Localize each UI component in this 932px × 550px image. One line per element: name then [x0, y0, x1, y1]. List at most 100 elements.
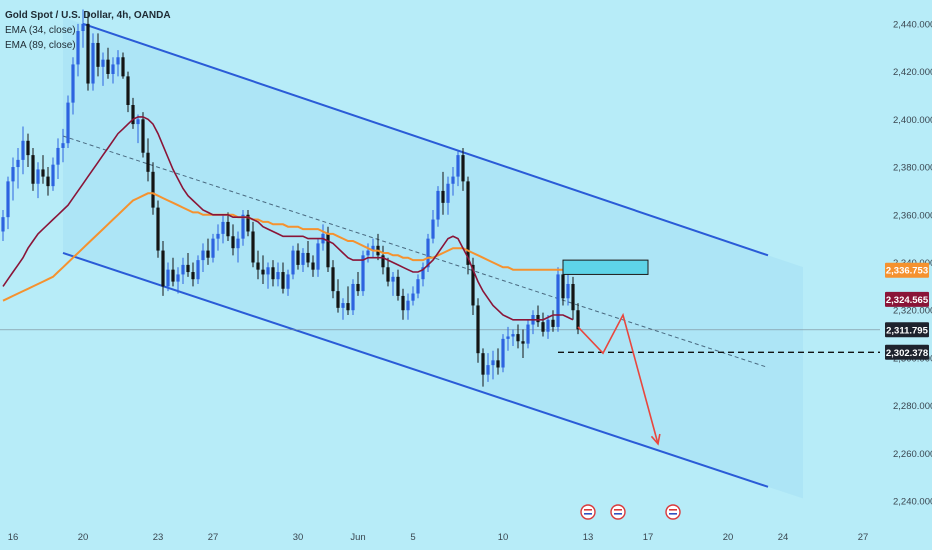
price-label-text: 2,324.565: [886, 295, 929, 306]
price-label-text: 2,336.753: [886, 266, 928, 277]
candle-body: [551, 319, 555, 327]
candle-body: [356, 283, 360, 292]
candle-body: [476, 305, 480, 354]
candle-body: [206, 250, 210, 258]
chart-title[interactable]: Gold Spot / U.S. Dollar, 4h, OANDA: [5, 10, 171, 21]
candle-body: [61, 143, 65, 148]
candle-body: [281, 272, 285, 289]
candle-body: [171, 269, 175, 282]
candle-body: [441, 190, 445, 203]
price-label-box: [885, 262, 929, 278]
candle-body: [226, 221, 230, 237]
candle-body: [51, 164, 55, 187]
event-marker-stripe: [584, 509, 592, 511]
candle-body: [26, 140, 30, 156]
ema-89-line: [2, 192, 573, 302]
candle-body: [266, 267, 270, 275]
candle-body: [406, 300, 410, 311]
candle-body: [71, 64, 75, 103]
candle-body: [116, 57, 120, 65]
candle-body: [526, 324, 530, 344]
candle-body: [246, 214, 250, 232]
candle-body: [111, 64, 115, 74]
event-marker-icon: [665, 504, 681, 520]
candle-body: [416, 279, 420, 294]
x-tick-label: 5: [410, 532, 415, 543]
candle-body: [471, 264, 475, 306]
candle-body: [1, 217, 5, 232]
ema-89-legend[interactable]: EMA (89, close): [5, 40, 76, 51]
channel-lower-line: [62, 252, 769, 488]
candle-body: [516, 334, 520, 342]
projection-path: [577, 312, 659, 445]
candle-body: [106, 59, 110, 74]
candle-body: [121, 57, 125, 77]
candle-body: [31, 155, 35, 184]
candle-body: [396, 276, 400, 296]
x-tick-label: 20: [723, 532, 734, 543]
candle-body: [361, 255, 365, 292]
candle-body: [436, 190, 440, 220]
candle-body: [391, 276, 395, 282]
candle-body: [91, 42, 95, 84]
candle-body: [216, 233, 220, 239]
candle-body: [256, 262, 260, 270]
candle-body: [546, 319, 550, 332]
candle-body: [381, 255, 385, 268]
candle-body: [351, 283, 355, 311]
candle-body: [466, 181, 470, 265]
candle-body: [41, 169, 45, 177]
candles-layer: [1, 9, 580, 387]
candle-body: [201, 250, 205, 261]
candle-body: [141, 119, 145, 153]
price-label-text: 2,302.378: [886, 348, 928, 359]
candle-body: [401, 295, 405, 311]
event-marker-stripe: [614, 513, 622, 515]
candle-body: [386, 267, 390, 282]
x-tick-label: 20: [78, 532, 89, 543]
candle-body: [411, 293, 415, 301]
candle-body: [431, 219, 435, 239]
candle-body: [231, 236, 235, 249]
candle-body: [276, 272, 280, 280]
event-marker-icon: [610, 504, 626, 520]
candle-body: [46, 176, 50, 187]
candle-body: [131, 105, 135, 125]
candle-body: [421, 267, 425, 280]
candle-body: [286, 274, 290, 289]
candle-body: [511, 334, 515, 337]
price-label-box: [885, 322, 929, 338]
candle-body: [156, 207, 160, 251]
channel-mid-line: [62, 135, 769, 368]
y-tick-label: 2,360.000: [893, 210, 932, 221]
x-tick-label: 27: [858, 532, 869, 543]
candle-body: [66, 102, 70, 144]
candle-body: [221, 221, 225, 234]
candle-body: [76, 31, 80, 65]
candle-body: [501, 338, 505, 368]
x-tick-label: 13: [583, 532, 594, 543]
candle-body: [176, 274, 180, 282]
candle-body: [556, 274, 560, 327]
y-tick-label: 2,280.000: [893, 401, 932, 412]
x-tick-label: 10: [498, 532, 509, 543]
axes-layer: 2,240.0002,260.0002,280.0002,300.0002,32…: [8, 19, 932, 543]
y-tick-label: 2,240.000: [893, 497, 932, 508]
candle-body: [161, 250, 165, 287]
ema-34-legend[interactable]: EMA (34, close): [5, 25, 76, 36]
x-tick-label: 24: [778, 532, 789, 543]
candle-body: [461, 155, 465, 182]
candle-body: [11, 167, 15, 182]
candle-body: [251, 231, 255, 263]
candle-body: [446, 183, 450, 203]
y-tick-label: 2,260.000: [893, 449, 932, 460]
candle-body: [571, 283, 575, 311]
candle-body: [481, 353, 485, 375]
event-marker-stripe: [669, 513, 677, 515]
event-marker-stripe: [669, 509, 677, 511]
candle-body: [16, 159, 20, 168]
event-marker-stripe: [614, 509, 622, 511]
candle-body: [536, 315, 540, 323]
candle-body: [146, 152, 150, 172]
candle-body: [191, 272, 195, 280]
